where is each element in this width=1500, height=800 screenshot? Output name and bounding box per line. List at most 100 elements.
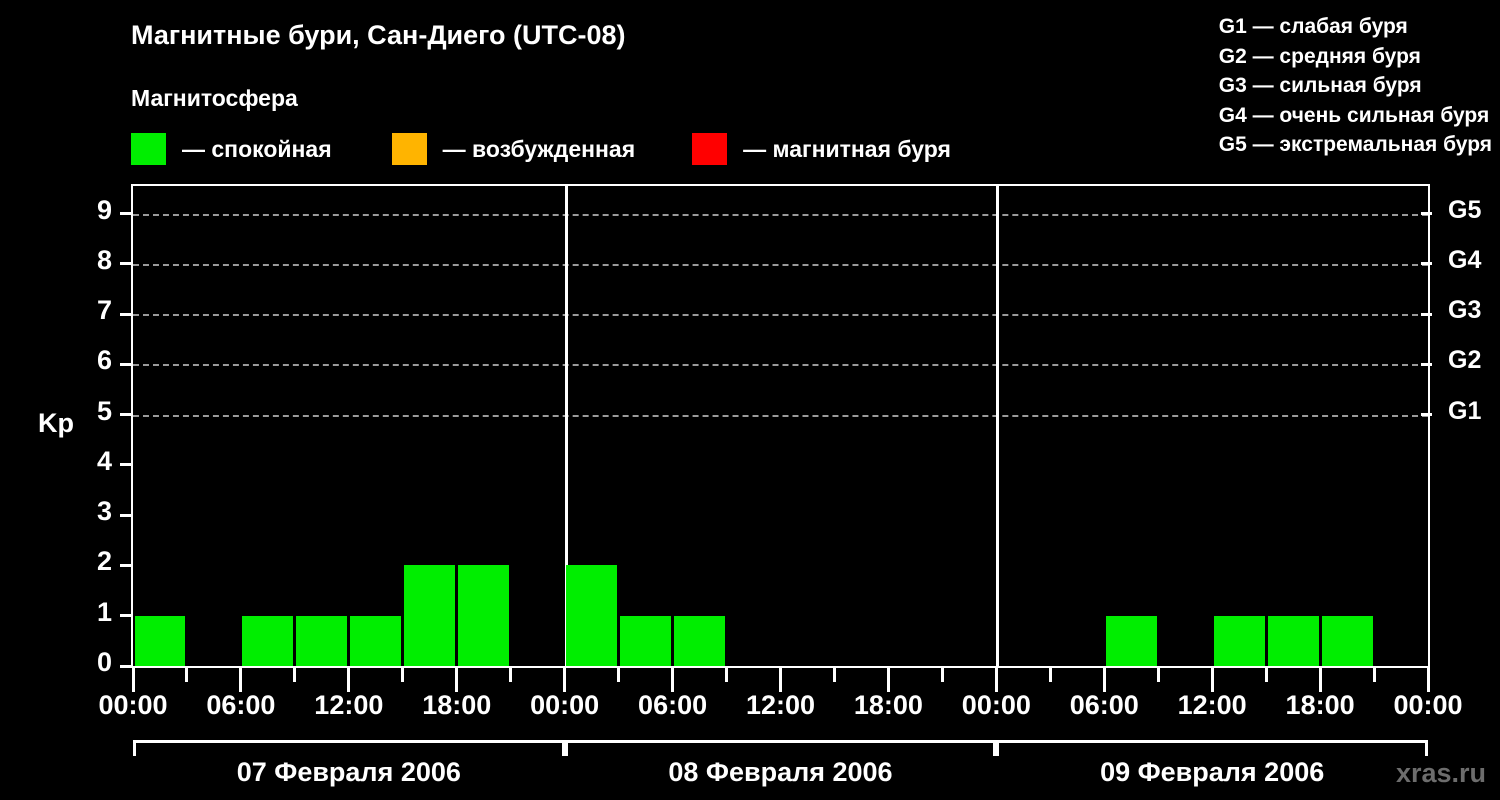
y-axis-tick — [120, 664, 131, 668]
x-axis-label: 00:00 — [98, 690, 168, 720]
y-axis-tick — [120, 513, 131, 517]
x-axis-tick — [131, 668, 135, 692]
x-axis-label: 18:00 — [853, 690, 923, 720]
day-label: 08 Февраля 2006 — [668, 756, 893, 787]
gridline — [133, 414, 1428, 417]
bar — [296, 615, 348, 666]
day-bracket — [996, 740, 1428, 756]
day-bracket — [564, 740, 997, 756]
day-separator — [564, 186, 568, 666]
x-axis-label: 06:00 — [1069, 690, 1139, 720]
x-axis-label: 00:00 — [530, 690, 600, 720]
x-axis-tick — [1318, 668, 1322, 692]
y-axis-label: 5 — [96, 395, 112, 426]
day-label: 09 Февраля 2006 — [1100, 756, 1325, 787]
x-axis-tick — [239, 668, 243, 692]
legend-item: — возбужденная — [391, 133, 636, 165]
legend-item: — магнитная буря — [692, 133, 951, 165]
bar — [350, 615, 402, 666]
x-axis-tick — [401, 668, 405, 682]
x-axis-tick — [617, 668, 621, 682]
gridline — [133, 263, 1428, 266]
bar — [1321, 615, 1373, 666]
y-axis-tick — [120, 614, 131, 618]
x-axis-tick — [832, 668, 836, 682]
x-axis-label: 06:00 — [638, 690, 708, 720]
x-axis-tick — [886, 668, 890, 692]
y-axis-tick — [120, 212, 131, 216]
storm-scale-line: G3 — сильная буря — [1218, 74, 1422, 97]
day-bracket — [133, 740, 565, 756]
x-axis-label: 18:00 — [422, 690, 492, 720]
legend-item-label: — магнитная буря — [743, 135, 951, 162]
plot-area — [131, 184, 1430, 668]
x-axis-tick — [725, 668, 729, 682]
day-separator — [996, 186, 1000, 666]
legend-swatch-icon — [692, 133, 728, 165]
x-axis-label: 00:00 — [1393, 690, 1463, 720]
g-axis-label: G3 — [1448, 296, 1482, 325]
bar — [1105, 615, 1157, 666]
storm-scale-line: G5 — экстремальная буря — [1218, 133, 1492, 156]
g-axis-tick — [1421, 262, 1432, 266]
storm-scale-line: G2 — средняя буря — [1218, 44, 1421, 68]
y-axis-tick — [120, 312, 131, 316]
page-title: Магнитные бури, Сан-Диего (UTC-08) — [131, 20, 626, 50]
y-axis-label: 1 — [96, 596, 112, 627]
g-axis-tick — [1421, 212, 1432, 216]
y-axis-tick — [120, 362, 131, 366]
legend-swatch-icon — [131, 133, 166, 165]
x-axis-tick — [563, 668, 567, 692]
bar — [242, 615, 294, 666]
y-axis-label: 3 — [96, 496, 112, 527]
x-axis-tick — [1210, 668, 1214, 692]
legend: — спокойная — возбужденная — магнитная бур… — [131, 133, 951, 165]
storm-scale-line: G4 — очень сильная буря — [1218, 103, 1490, 127]
x-axis-tick — [1156, 668, 1160, 682]
x-axis-label: 12:00 — [745, 690, 816, 720]
g-axis-tick — [1421, 312, 1432, 316]
x-axis-tick — [940, 668, 944, 682]
gridline — [133, 314, 1428, 317]
x-axis-tick — [671, 668, 675, 692]
y-axis-label: 6 — [96, 345, 112, 376]
x-axis-label: 12:00 — [1177, 690, 1247, 720]
g-axis-tick — [1421, 413, 1432, 417]
g-axis-label: G4 — [1448, 245, 1482, 274]
legend-item-label: — возбужденная — [442, 135, 636, 162]
bar — [674, 615, 726, 666]
x-axis-label: 06:00 — [206, 690, 276, 720]
g-axis-tick — [1421, 362, 1432, 366]
bar — [404, 565, 456, 666]
bar — [1213, 615, 1265, 666]
y-axis-label: 0 — [96, 647, 112, 677]
x-axis-tick — [1426, 668, 1430, 692]
bar — [458, 565, 510, 666]
y-axis-tick — [120, 463, 131, 467]
watermark: xras.ru — [1395, 758, 1486, 788]
bar — [620, 615, 672, 666]
y-axis-tick — [120, 413, 131, 417]
legend-item-label: — спокойная — [182, 135, 332, 162]
y-axis-label: 9 — [96, 194, 112, 225]
x-axis-tick — [509, 668, 513, 682]
x-axis-tick — [455, 668, 459, 692]
day-label: 07 Февраля 2006 — [236, 756, 461, 787]
x-axis-tick — [1372, 668, 1376, 682]
y-axis-tick — [120, 262, 131, 266]
chart-subtitle: Магнитосфера — [131, 85, 298, 111]
bar — [134, 615, 186, 666]
y-axis-label: 7 — [96, 295, 112, 326]
x-axis-tick — [779, 668, 782, 692]
x-axis-tick — [293, 668, 297, 682]
y-axis-title: Kp — [38, 408, 74, 438]
y-axis-label: 2 — [96, 546, 112, 577]
x-axis-tick — [347, 668, 351, 692]
x-axis-tick — [994, 668, 998, 692]
x-axis-label: 00:00 — [961, 690, 1031, 720]
x-axis-tick — [1102, 668, 1106, 692]
x-axis-tick — [1048, 668, 1052, 682]
y-axis-tick — [120, 563, 131, 567]
bar — [566, 565, 618, 666]
g-axis-label: G5 — [1448, 195, 1482, 224]
